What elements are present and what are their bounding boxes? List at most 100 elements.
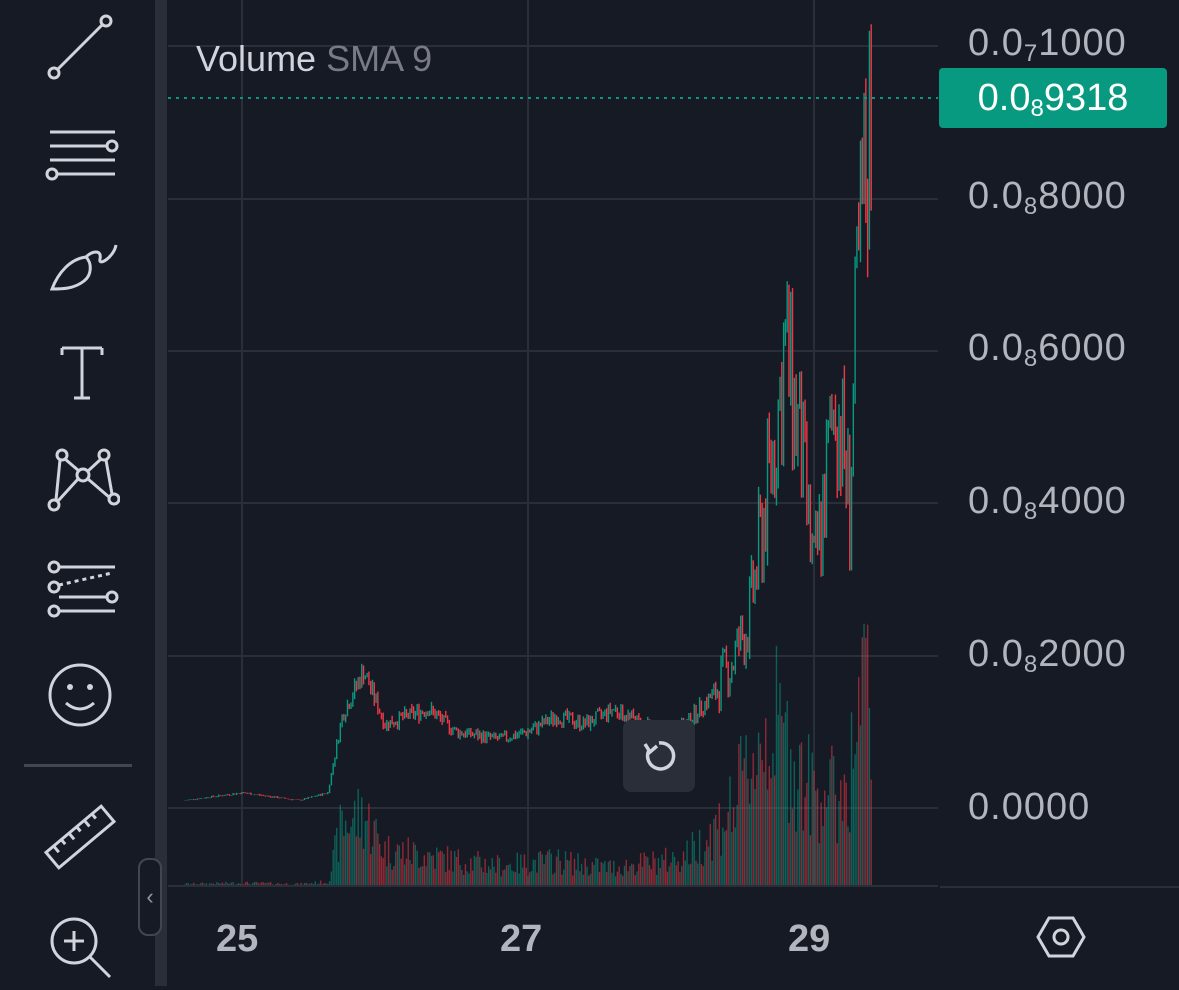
horizontal-lines-tool[interactable]: [30, 105, 130, 195]
volume-bar: [863, 623, 865, 886]
volume-bar: [641, 866, 644, 886]
volume-bar: [804, 797, 806, 886]
volume-bar: [230, 882, 232, 886]
volume-bar: [775, 645, 778, 886]
volume-bar: [591, 862, 594, 886]
volume-bar: [253, 881, 256, 886]
volume-bar: [629, 866, 631, 886]
chevron-left-icon: ‹: [146, 884, 154, 909]
volume-bar: [216, 882, 218, 886]
volume-bar: [546, 851, 549, 886]
trend-line-tool[interactable]: [30, 0, 130, 90]
reset-chart-button[interactable]: [623, 720, 695, 792]
toolbar-divider: [24, 764, 132, 767]
volume-bar: [352, 818, 354, 886]
volume-bar: [763, 772, 765, 886]
volume-bar: [530, 871, 533, 886]
volume-bar: [722, 827, 724, 886]
volume-bar: [266, 882, 268, 886]
ruler-tool[interactable]: [30, 790, 130, 880]
emoji-tool[interactable]: [30, 648, 130, 738]
settings-icon: [1036, 916, 1086, 958]
volume-bar: [698, 829, 701, 886]
volume-bar: [221, 882, 224, 886]
volume-bar: [604, 861, 606, 886]
volume-bar: [386, 866, 388, 886]
volume-bar: [511, 870, 513, 886]
collapse-toolbar-button[interactable]: ‹: [138, 858, 162, 936]
volume-bar: [691, 832, 694, 886]
volume-bar: [831, 745, 833, 886]
volume-bar: [398, 845, 400, 886]
volume-bar: [420, 866, 422, 886]
volume-bar: [564, 851, 567, 886]
fib-tool[interactable]: [30, 540, 130, 630]
volume-bar: [228, 883, 231, 886]
volume-bar: [754, 789, 756, 886]
volume-bar: [786, 700, 788, 886]
volume-bar: [654, 858, 656, 886]
volume-bar: [396, 844, 399, 886]
volume-bar: [454, 851, 456, 886]
volume-bar: [857, 677, 860, 886]
volume-bar: [377, 833, 379, 886]
volume-bar: [552, 874, 554, 886]
volume-bar: [411, 863, 413, 886]
volume-bar: [600, 862, 602, 886]
volume-bar: [648, 865, 651, 886]
volume-bar: [487, 866, 490, 886]
volume-bar: [650, 869, 653, 886]
pattern-icon: [47, 448, 120, 512]
volume-bar: [670, 862, 672, 886]
volume-legend[interactable]: Volume SMA 9: [196, 38, 432, 80]
zoom-in-tool[interactable]: [30, 900, 130, 990]
volume-bar: [493, 866, 495, 886]
pattern-tool[interactable]: [30, 432, 130, 522]
volume-bar: [682, 851, 685, 886]
volume-bar: [437, 852, 440, 886]
volume-bar: [391, 869, 393, 886]
volume-bar: [368, 803, 370, 886]
time-tick-label: 27: [500, 918, 543, 960]
volume-bar: [212, 883, 215, 886]
volume-bar: [344, 820, 347, 886]
zoom-in-icon: [50, 917, 112, 979]
volume-bar: [647, 857, 649, 886]
current-price-badge: 0.089318: [939, 68, 1167, 128]
volume-bar: [484, 858, 486, 886]
volume-bar: [532, 859, 535, 886]
volume-bar: [513, 871, 515, 886]
volume-bar: [602, 863, 604, 886]
volume-bar: [459, 865, 461, 886]
volume-bar: [865, 637, 867, 886]
volume-bar: [854, 754, 856, 886]
volume-bar: [688, 864, 690, 886]
volume-bar: [845, 782, 847, 886]
volume-bar: [702, 866, 704, 886]
volume-bar: [452, 871, 454, 886]
volume-bar: [818, 843, 821, 886]
volume-bar: [473, 855, 476, 886]
volume-bar: [793, 761, 796, 886]
volume-bar: [720, 855, 722, 886]
volume-bar: [607, 861, 610, 886]
chart-settings-button[interactable]: [1030, 906, 1092, 968]
volume-bar: [545, 854, 547, 886]
volume-bar: [697, 863, 699, 886]
volume-bar: [664, 847, 667, 886]
volume-bar: [643, 852, 645, 886]
volume-bar: [223, 883, 225, 886]
volume-bar: [716, 829, 719, 886]
volume-bar: [677, 861, 679, 886]
volume-bar: [625, 859, 628, 886]
volume-bar: [784, 712, 787, 886]
brush-tool[interactable]: [30, 218, 130, 308]
volume-bar: [432, 855, 434, 886]
volume-bar: [663, 859, 665, 886]
volume-bar: [795, 831, 797, 886]
volume-bar: [614, 876, 617, 886]
volume-bar: [611, 872, 613, 886]
volume-bar: [613, 860, 615, 886]
text-tool[interactable]: [30, 325, 130, 415]
volume-bar: [264, 883, 266, 886]
